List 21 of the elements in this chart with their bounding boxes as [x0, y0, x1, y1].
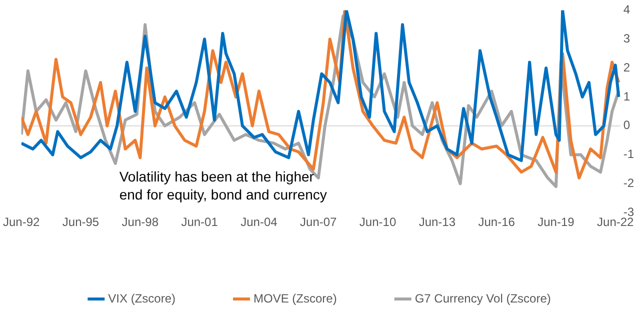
y-tick-label: -1 [623, 147, 634, 162]
y-tick-label: 0 [623, 118, 630, 132]
x-tick-label: Jun-98 [122, 215, 159, 230]
y-tick-label: 2 [623, 60, 630, 74]
x-tick-label: Jun-19 [538, 215, 575, 230]
x-tick-label: Jun-07 [300, 215, 338, 230]
x-tick-label: Jun-92 [2, 215, 40, 230]
y-tick-label: 3 [623, 31, 630, 46]
x-tick-label: Jun-01 [181, 215, 218, 230]
legend-label: G7 Currency Vol (Zscore) [414, 291, 551, 306]
x-tick-label: Jun-95 [62, 215, 100, 230]
y-tick-label: -2 [623, 176, 634, 190]
annotation: Volatility has been at the higher end for equity, bond and currency [119, 168, 327, 202]
y-tick-label: 1 [623, 89, 630, 104]
x-tick-label: Jun-04 [240, 215, 278, 230]
x-tick-label: Jun-10 [359, 215, 396, 230]
x-tick-label: Jun-13 [418, 215, 456, 230]
y-tick-label: 4 [623, 2, 630, 17]
legend-label: MOVE (Zscore) [253, 291, 337, 306]
legend-label: VIX (Zscore) [108, 291, 176, 306]
x-tick-label: Jun-16 [478, 215, 516, 230]
